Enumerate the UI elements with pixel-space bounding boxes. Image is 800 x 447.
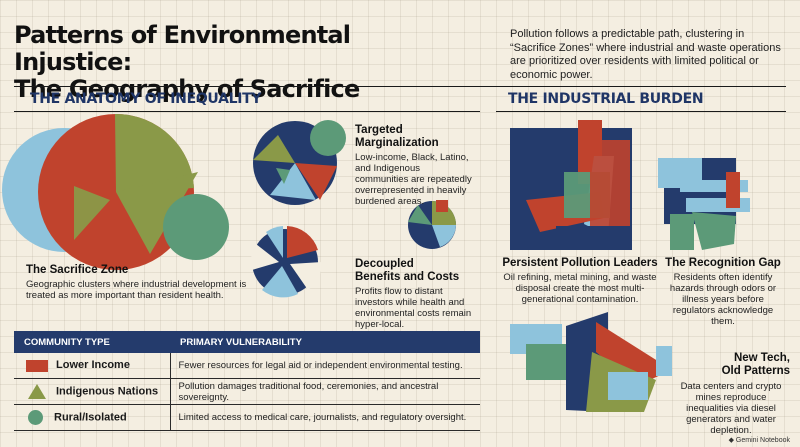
sacrifice-zone-text: Geographic clusters where industrial dev… xyxy=(26,279,247,301)
decoupled-title-2: Benefits and Costs xyxy=(355,271,460,283)
newtech-block: New Tech, Old Patterns xyxy=(672,352,790,378)
pollution-leaders-graphic xyxy=(510,120,632,250)
table-row: Lower Income Fewer resources for legal a… xyxy=(14,353,480,379)
gap-title: The Recognition Gap xyxy=(665,257,781,269)
small-pie-graphic xyxy=(408,200,456,249)
anatomy-illustration xyxy=(2,113,456,298)
targeted-block: Targeted Marginalization Low-income, Bla… xyxy=(355,124,475,207)
decoupled-text: Profits flow to distant investors while … xyxy=(355,286,472,330)
brand-label: ◆ Gemini Notebook xyxy=(729,436,790,444)
industrial-heading: THE INDUSTRIAL BURDEN xyxy=(508,91,704,107)
leaders-title: Persistent Pollution Leaders xyxy=(502,257,658,269)
col-primary-vulnerability: PRIMARY VULNERABILITY xyxy=(170,331,480,353)
newtech-text: Data centers and crypto mines reproduce … xyxy=(680,381,782,436)
title-line-1: Patterns of Environmental Injustice: xyxy=(14,21,351,76)
table-row: Rural/Isolated Limited access to medical… xyxy=(14,404,480,431)
targeted-graphic xyxy=(253,120,346,205)
industrial-divider xyxy=(496,111,786,112)
green-circle-icon xyxy=(28,410,43,425)
vulnerability-table: COMMUNITY TYPE PRIMARY VULNERABILITY Low… xyxy=(14,331,480,431)
page-title: Patterns of Environmental Injustice: The… xyxy=(14,22,464,103)
new-tech-graphic xyxy=(510,312,672,412)
gap-text: Residents often identify hazards through… xyxy=(669,272,777,327)
title-line-2: The Geography of Sacrifice xyxy=(14,75,360,103)
newtech-text-block: Data centers and crypto mines reproduce … xyxy=(672,381,790,436)
anatomy-heading: THE ANATOMY OF INEQUALITY xyxy=(30,91,262,107)
anatomy-divider xyxy=(14,111,480,112)
sacrifice-zone-block: The Sacrifice Zone Geographic clusters w… xyxy=(26,264,256,301)
sacrifice-zone-graphic xyxy=(2,113,229,270)
sacrifice-zone-title: The Sacrifice Zone xyxy=(26,264,129,276)
exploded-pie-graphic xyxy=(250,226,323,298)
newtech-title-1: New Tech, xyxy=(733,352,790,364)
row-type: Indigenous Nations xyxy=(56,385,159,398)
olive-triangle-icon xyxy=(28,384,46,399)
intro-text: Pollution follows a predictable path, cl… xyxy=(510,28,781,81)
row-type: Rural/Isolated xyxy=(54,411,127,424)
row-vulnerability: Pollution damages traditional food, cere… xyxy=(170,378,480,405)
targeted-text: Low-income, Black, Latino, and Indigenou… xyxy=(355,152,472,207)
newtech-title-2: Old Patterns xyxy=(721,365,790,377)
row-vulnerability: Fewer resources for legal aid or indepen… xyxy=(170,353,480,379)
decoupled-block: Decoupled Benefits and Costs Profits flo… xyxy=(355,258,480,330)
header-divider xyxy=(14,86,786,87)
decoupled-title-1: Decoupled xyxy=(355,258,414,270)
industrial-illustration xyxy=(510,120,750,412)
row-vulnerability: Limited access to medical care, journali… xyxy=(170,404,480,431)
red-square-icon xyxy=(26,359,48,372)
targeted-title-1: Targeted xyxy=(355,124,403,136)
targeted-title-2: Marginalization xyxy=(355,137,439,149)
gap-block: The Recognition Gap Residents often iden… xyxy=(663,257,783,327)
recognition-gap-graphic xyxy=(658,158,750,250)
sparkle-icon: ◆ xyxy=(728,437,734,444)
brand-text: Gemini Notebook xyxy=(735,437,790,444)
row-type: Lower Income xyxy=(56,359,130,372)
leaders-block: Persistent Pollution Leaders Oil refinin… xyxy=(500,257,660,305)
table-header-row: COMMUNITY TYPE PRIMARY VULNERABILITY xyxy=(14,331,480,353)
table-row: Indigenous Nations Pollution damages tra… xyxy=(14,378,480,405)
leaders-text: Oil refining, metal mining, and waste di… xyxy=(503,272,657,305)
col-community-type: COMMUNITY TYPE xyxy=(14,331,170,353)
